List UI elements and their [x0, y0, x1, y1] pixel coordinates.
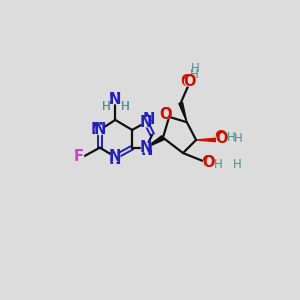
Circle shape [184, 77, 194, 86]
Circle shape [141, 143, 151, 152]
Text: N: N [141, 143, 153, 158]
Circle shape [111, 94, 120, 104]
Circle shape [217, 134, 226, 143]
Circle shape [74, 152, 84, 161]
Text: N: N [143, 112, 155, 128]
Circle shape [141, 118, 151, 127]
Text: H: H [214, 158, 223, 171]
Text: H: H [121, 100, 130, 113]
Text: O: O [159, 107, 172, 122]
Text: N: N [140, 115, 152, 130]
Text: H: H [234, 132, 243, 145]
Text: H: H [232, 158, 241, 171]
Text: H: H [191, 62, 200, 75]
Text: F: F [74, 149, 84, 164]
Text: H: H [102, 100, 110, 113]
Text: O: O [202, 155, 215, 170]
Text: N: N [109, 149, 122, 164]
Text: N: N [109, 152, 122, 167]
Text: N: N [140, 140, 152, 155]
Text: F: F [74, 149, 84, 164]
Text: N: N [109, 92, 122, 106]
Circle shape [161, 110, 170, 119]
Text: N: N [94, 122, 106, 137]
Polygon shape [179, 102, 187, 122]
Text: H: H [102, 100, 110, 113]
Polygon shape [196, 138, 215, 142]
Text: H: H [227, 131, 236, 144]
Text: O: O [159, 107, 172, 122]
Circle shape [204, 158, 213, 167]
Text: O: O [180, 74, 192, 89]
Text: O: O [183, 74, 195, 89]
Text: O: O [214, 130, 227, 145]
Text: H: H [121, 100, 130, 113]
Circle shape [111, 152, 120, 161]
Text: O: O [215, 131, 228, 146]
Circle shape [95, 125, 104, 135]
Text: O: O [201, 155, 214, 170]
Text: N: N [109, 92, 122, 106]
Text: N: N [91, 122, 103, 137]
Text: H: H [190, 68, 199, 81]
Polygon shape [146, 136, 164, 148]
